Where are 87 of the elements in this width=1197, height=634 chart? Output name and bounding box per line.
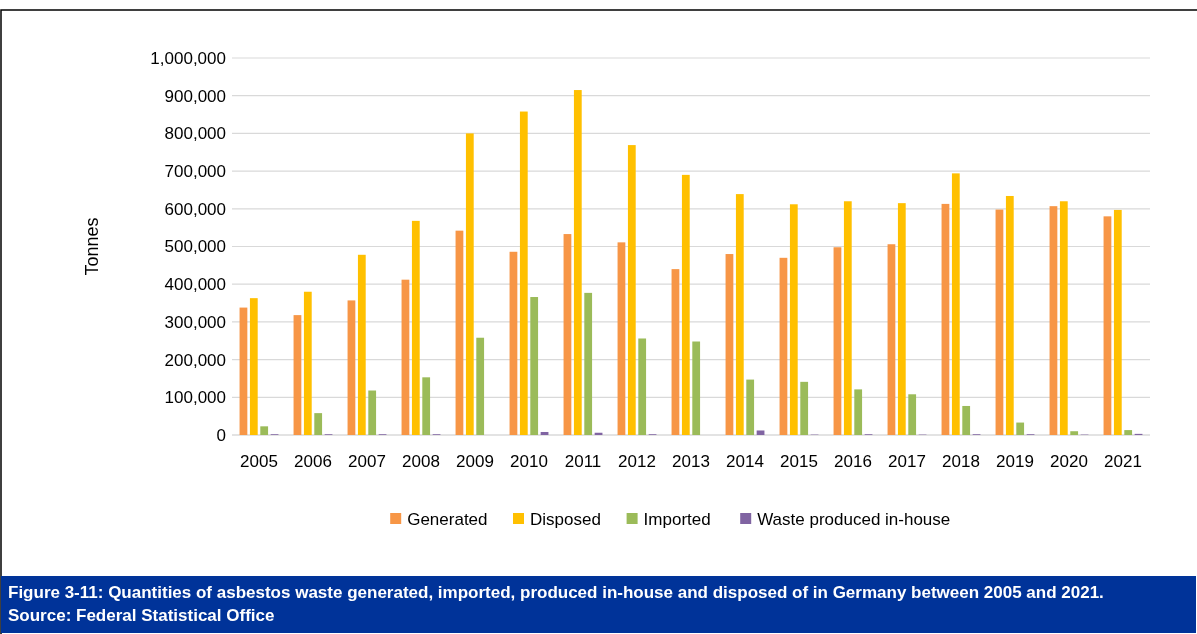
y-tick-label: 500,000 [164, 237, 226, 257]
y-tick-label: 1,000,000 [150, 48, 226, 68]
x-tick-label: 2012 [618, 452, 656, 471]
bar [908, 394, 917, 435]
bar [1005, 195, 1014, 435]
x-tick-label: 2014 [726, 452, 764, 471]
bar [1103, 216, 1112, 435]
bar [692, 341, 701, 435]
bar [1070, 431, 1079, 435]
bar [941, 203, 950, 435]
bar [800, 381, 809, 435]
bar [833, 247, 842, 435]
y-tick-label: 400,000 [164, 275, 226, 295]
legend-label: Disposed [530, 509, 601, 529]
x-tick-label: 2010 [510, 452, 548, 471]
bar [584, 292, 593, 435]
bar [995, 209, 1004, 435]
bar [1059, 201, 1068, 435]
bar [314, 413, 323, 435]
x-tick-label: 2016 [834, 452, 872, 471]
x-tick-label: 2008 [402, 452, 440, 471]
bar [563, 234, 572, 435]
y-tick-label: 0 [216, 425, 226, 445]
bar [1049, 206, 1058, 435]
legend-label: Generated [407, 509, 488, 529]
bar [260, 426, 269, 435]
y-tick-label: 600,000 [164, 199, 226, 219]
bar [293, 315, 302, 435]
bar [530, 297, 539, 435]
bar [1016, 422, 1025, 435]
bar [411, 220, 420, 435]
x-tick-label: 2017 [888, 452, 926, 471]
x-tick-label: 2009 [456, 452, 494, 471]
x-tick-label: 2007 [348, 452, 386, 471]
x-tick-label: 2019 [996, 452, 1034, 471]
x-tick-label: 2015 [780, 452, 818, 471]
bar [746, 379, 755, 435]
legend-label: Imported [643, 509, 711, 529]
bar [455, 230, 464, 435]
y-tick-label: 800,000 [164, 124, 226, 144]
bar [779, 257, 788, 435]
x-tick-label: 2005 [240, 452, 278, 471]
bar [303, 291, 312, 435]
y-tick-label: 300,000 [164, 312, 226, 332]
bar [735, 194, 744, 435]
bar [681, 174, 690, 435]
bar [519, 111, 528, 435]
bar [347, 300, 356, 435]
y-tick-label: 200,000 [164, 350, 226, 370]
bar [368, 390, 377, 435]
x-tick-label: 2018 [942, 452, 980, 471]
bar [540, 431, 549, 435]
legend-label: Waste produced in-house [757, 509, 951, 529]
bar [756, 430, 765, 435]
bar [951, 173, 960, 435]
bar [897, 203, 906, 435]
bar [249, 298, 258, 435]
bar [422, 377, 431, 435]
bar [638, 338, 647, 435]
x-tick-label: 2006 [294, 452, 332, 471]
bar [725, 254, 734, 435]
y-tick-label: 100,000 [164, 388, 226, 408]
x-tick-label: 2020 [1050, 452, 1088, 471]
bar [962, 405, 971, 435]
bar [476, 337, 485, 435]
bar [1124, 430, 1133, 435]
bar [854, 389, 863, 435]
bar [401, 279, 410, 435]
bar [789, 204, 798, 435]
bar [617, 242, 626, 435]
x-tick-label: 2013 [672, 452, 710, 471]
bar [843, 201, 852, 435]
bar [1113, 209, 1122, 435]
x-tick-label: 2011 [564, 452, 602, 471]
x-tick-label: 2021 [1104, 452, 1142, 471]
bar [239, 307, 248, 435]
bar [573, 90, 582, 435]
bar [887, 244, 896, 435]
bar [357, 254, 366, 435]
caption: Figure 3-11: Quantities of asbestos waste generated, imported, produced in-house and disposed of in Germany between 2005 and 2021. Source: Federal Statistical Office [8, 583, 1104, 625]
y-axis-title: Tonnes [82, 217, 102, 276]
y-tick-label: 900,000 [164, 86, 226, 106]
bar [509, 251, 518, 435]
bar [671, 269, 680, 435]
bar [627, 145, 636, 435]
bar [465, 133, 474, 435]
y-tick-label: 700,000 [164, 162, 226, 182]
